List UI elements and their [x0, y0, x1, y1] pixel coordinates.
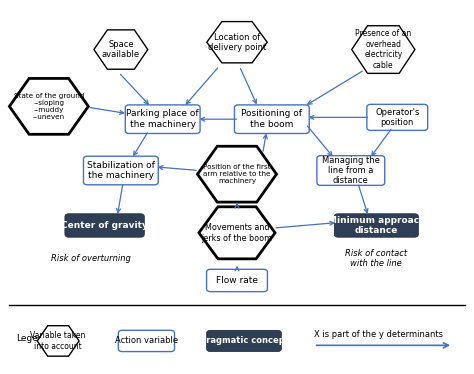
Polygon shape: [37, 326, 79, 356]
FancyBboxPatch shape: [367, 104, 428, 131]
Text: State of the ground
--sloping
--muddy
--uneven: State of the ground --sloping --muddy --…: [14, 93, 84, 120]
Polygon shape: [207, 22, 267, 63]
FancyBboxPatch shape: [207, 269, 267, 292]
Text: Space
available: Space available: [102, 40, 140, 59]
Text: Positioning of
the boom: Positioning of the boom: [241, 110, 302, 129]
FancyBboxPatch shape: [317, 156, 385, 186]
Text: Risk of contact
with the line: Risk of contact with the line: [345, 249, 408, 268]
FancyBboxPatch shape: [125, 105, 200, 134]
Polygon shape: [352, 26, 415, 73]
Text: Position of the first
arm relative to the
machinery: Position of the first arm relative to th…: [203, 164, 271, 184]
Text: Operator's
position: Operator's position: [375, 108, 419, 127]
Text: Movements and
jerks of the boom: Movements and jerks of the boom: [201, 223, 273, 242]
Text: Presence of an
overhead
electricity
cable: Presence of an overhead electricity cabl…: [355, 30, 411, 70]
Text: Legend:: Legend:: [16, 334, 53, 343]
FancyBboxPatch shape: [334, 214, 419, 237]
Text: Action variable: Action variable: [115, 337, 178, 346]
FancyBboxPatch shape: [83, 156, 158, 185]
Text: Parking place of
the machinery: Parking place of the machinery: [127, 110, 199, 129]
FancyBboxPatch shape: [207, 330, 282, 352]
Text: Variable taken
into account: Variable taken into account: [30, 331, 86, 351]
Text: Risk of overturning: Risk of overturning: [51, 254, 131, 263]
Text: Flow rate: Flow rate: [216, 276, 258, 285]
Polygon shape: [94, 30, 148, 69]
FancyBboxPatch shape: [235, 105, 309, 134]
Text: Stabilization of
the machinery: Stabilization of the machinery: [87, 161, 155, 180]
Text: Location of
delivery point: Location of delivery point: [208, 33, 266, 52]
Polygon shape: [199, 207, 275, 259]
Text: X is part of the y determinants: X is part of the y determinants: [314, 330, 443, 339]
FancyBboxPatch shape: [118, 330, 174, 352]
Text: Managing the
line from a
distance: Managing the line from a distance: [322, 156, 380, 186]
Text: Minimum approach
distance: Minimum approach distance: [328, 216, 425, 235]
Text: Pragmatic concept: Pragmatic concept: [200, 337, 288, 346]
Text: Center of gravity: Center of gravity: [61, 221, 148, 230]
Polygon shape: [198, 146, 276, 202]
Polygon shape: [9, 79, 88, 134]
FancyBboxPatch shape: [65, 214, 144, 237]
